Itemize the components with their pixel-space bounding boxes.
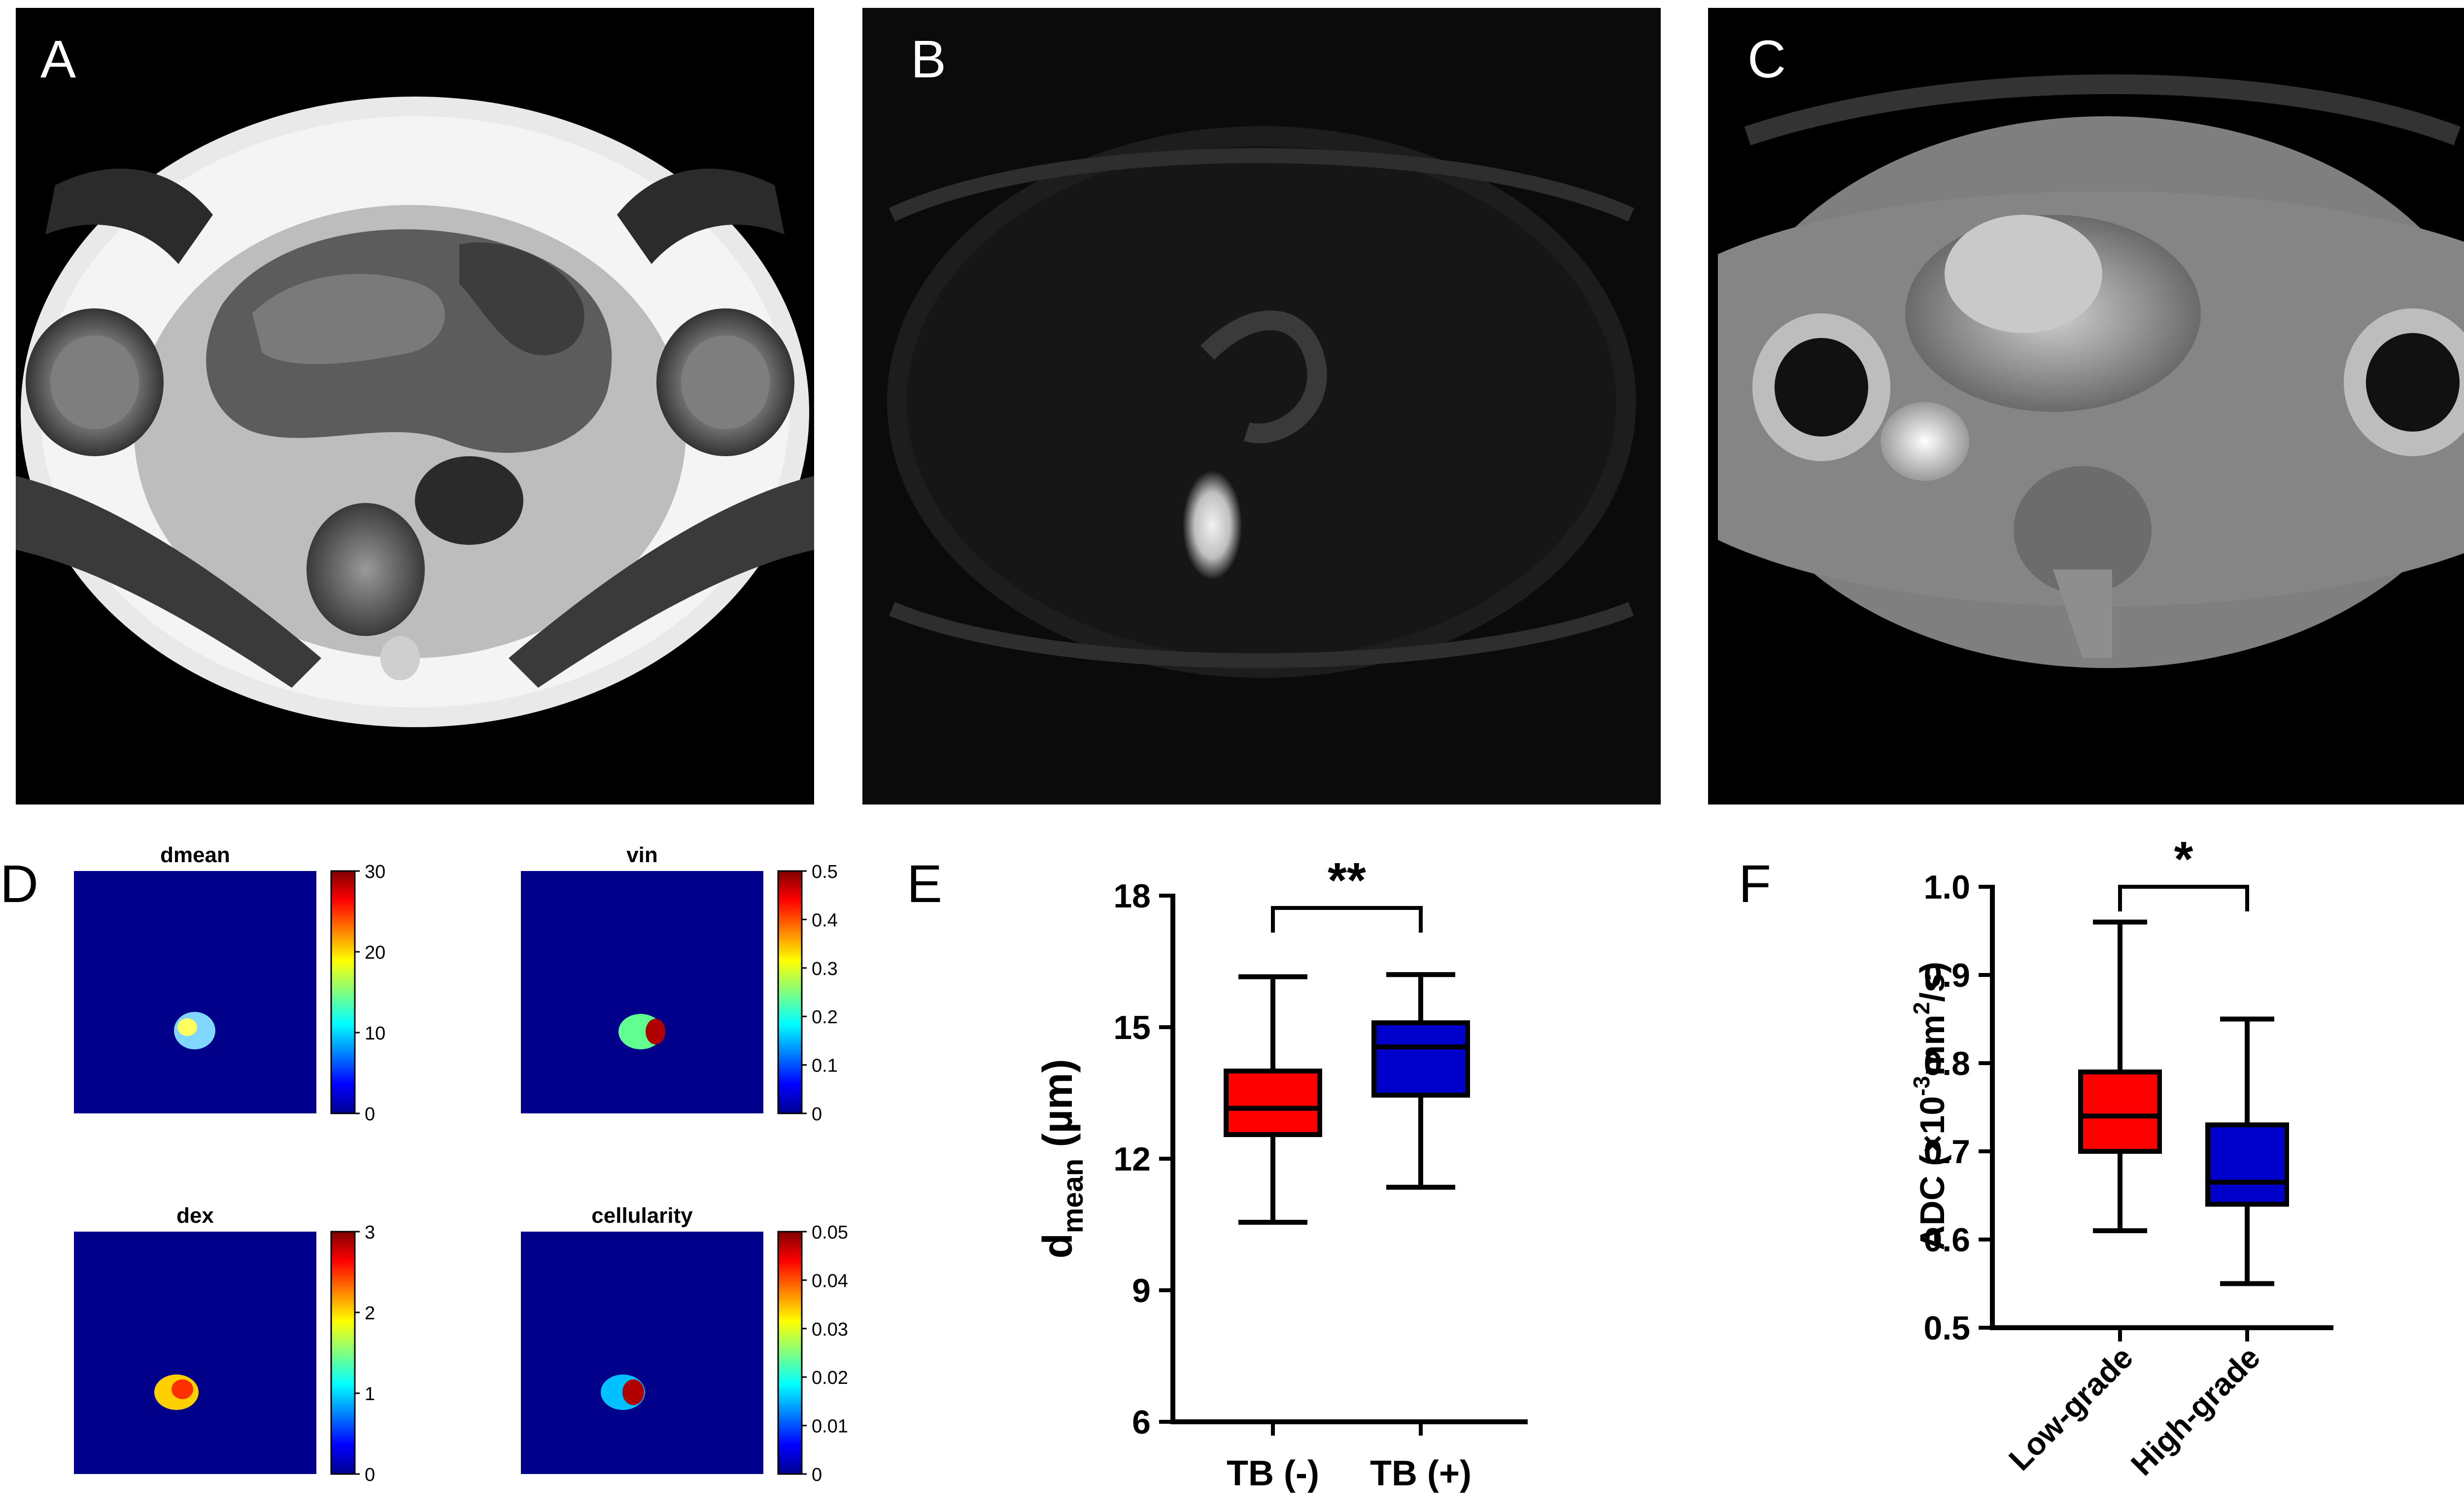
colorbar-tick-label: 0.5 (812, 862, 838, 882)
y-tick-label: 9 (1132, 1272, 1151, 1309)
boxplot-E: 6 9 12 15 18 ** TB (-) TB (+) dmean (µm) (1034, 853, 1528, 1493)
tumor-region-core (171, 1379, 193, 1399)
colorbar-tick-label: 0 (812, 1465, 822, 1485)
param-map-cellularity: cellularity 0.05 0.04 0.03 0.02 0.01 0 (521, 1204, 848, 1485)
significance-bracket (2118, 885, 2249, 911)
colorbar-tick-label: 0.2 (812, 1007, 838, 1028)
box-tb- (1371, 972, 1470, 1436)
colorbar-tick-label: 10 (365, 1023, 385, 1044)
x-tick-label: TB (-) (1227, 1454, 1319, 1493)
significance-marker: ** (1328, 853, 1366, 908)
colorbar-tick-label: 3 (365, 1222, 375, 1243)
y-axis-label: dmean (µm) (1034, 1059, 1089, 1258)
panel-label-c: C (1747, 29, 1786, 89)
x-tick-label: Low-grade (2002, 1340, 2140, 1477)
colorbar-tick-label: 0.05 (812, 1222, 848, 1243)
box-tb- (1224, 974, 1322, 1436)
colorbar-tick-label: 0.4 (812, 910, 838, 931)
param-map-vin-image (521, 871, 763, 1113)
param-map-title: dmean (160, 843, 230, 867)
param-map-dex: dex 3 2 1 0 (74, 1204, 375, 1485)
x-tick-label: TB (+) (1370, 1454, 1472, 1493)
param-map-title: vin (626, 843, 658, 867)
y-tick-label: 1.0 (1923, 869, 1970, 906)
tumor-region-core (177, 1018, 197, 1036)
x-tick-label: High-grade (2124, 1340, 2267, 1482)
param-map-title: cellularity (591, 1204, 693, 1228)
param-map-vin: vin 0.5 0.4 0.3 0.2 0.1 0 (521, 843, 838, 1125)
significance-marker: * (2174, 832, 2193, 887)
panel-label-a: A (40, 29, 76, 89)
tumor-region-core (646, 1019, 665, 1044)
mri-panel-b: B (862, 8, 1661, 805)
colorbar (777, 870, 803, 1114)
colorbar (330, 870, 356, 1114)
colorbar-tick-label: 0.02 (812, 1368, 848, 1388)
colorbar-tick-label: 2 (365, 1303, 375, 1324)
box-high-grade (2205, 1016, 2289, 1341)
y-tick-label: 6 (1132, 1404, 1151, 1441)
y-tick-label: 15 (1113, 1009, 1151, 1046)
param-map-dmean: dmean 30 20 10 0 (74, 843, 385, 1125)
y-tick-label: 0.7 (1923, 1133, 1970, 1171)
colorbar (777, 1231, 803, 1475)
mri-panel-a: A (16, 8, 814, 805)
y-tick-label: 0.9 (1923, 957, 1970, 994)
colorbar-tick-label: 0.1 (812, 1056, 838, 1076)
y-tick-label: 0.6 (1923, 1221, 1970, 1259)
param-map-cellularity-image (521, 1232, 763, 1474)
y-tick-label: 0.8 (1923, 1045, 1970, 1082)
colorbar (330, 1231, 356, 1475)
panel-label-d: D (0, 854, 38, 913)
y-tick-label: 12 (1113, 1140, 1151, 1178)
colorbar-tick-label: 0.01 (812, 1416, 848, 1437)
colorbar-tick-label: 0.3 (812, 959, 838, 979)
box-iqr (1224, 1069, 1322, 1138)
box-iqr (2078, 1069, 2162, 1154)
colorbar-tick-label: 0.03 (812, 1319, 848, 1340)
param-map-title: dex (176, 1204, 214, 1228)
tumor-region-core (622, 1379, 644, 1405)
panel-label-f: F (1739, 854, 1771, 913)
colorbar-tick-label: 0.04 (812, 1271, 848, 1291)
mri-image-c (1718, 74, 2464, 668)
y-tick-label: 18 (1113, 877, 1151, 915)
colorbar-tick-label: 0 (365, 1104, 375, 1125)
colorbar-tick-label: 0 (365, 1465, 375, 1485)
colorbar-tick-label: 1 (365, 1384, 375, 1405)
panel-label-b: B (911, 29, 947, 89)
colorbar-tick-label: 20 (365, 942, 385, 963)
mri-image-b (887, 126, 1636, 678)
box-low-grade (2078, 919, 2162, 1341)
colorbar-tick-label: 30 (365, 862, 385, 882)
mri-panel-c: C (1708, 8, 2464, 805)
panel-label-e: E (907, 854, 943, 913)
box-iqr (1371, 1020, 1470, 1098)
param-map-dex-image (74, 1232, 316, 1474)
box-iqr (2205, 1122, 2289, 1207)
mri-image-a (16, 97, 814, 727)
y-axis-label: ADC (×10-3mm2/s) (1909, 962, 1951, 1250)
y-tick-label: 0.5 (1923, 1309, 1970, 1347)
significance-bracket (1271, 906, 1423, 933)
param-map-dmean-image (74, 871, 316, 1113)
colorbar-tick-label: 0 (812, 1104, 822, 1125)
